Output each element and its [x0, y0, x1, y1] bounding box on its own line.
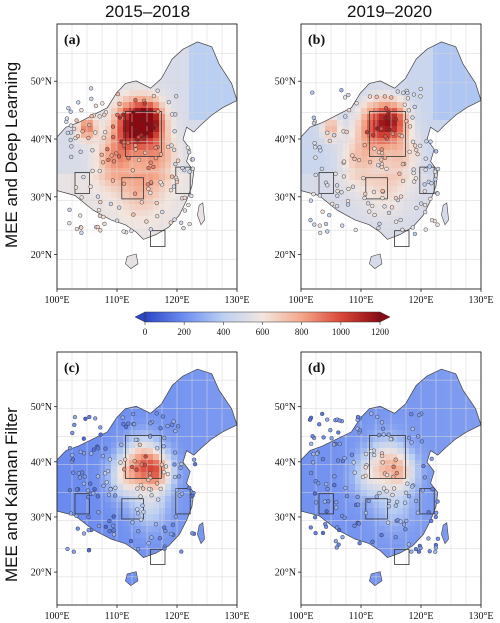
china-border [56, 368, 238, 559]
panel-frame [56, 23, 238, 290]
china-border [56, 41, 238, 240]
region-box [150, 548, 166, 565]
panel-frame [300, 23, 482, 290]
x-tick-label: 100°E [288, 611, 313, 622]
region-box [175, 488, 191, 515]
colorbar-tick-label: 200 [177, 327, 191, 337]
x-tick-label: 130°E [224, 611, 249, 622]
region-box [318, 493, 334, 515]
station-markers [308, 86, 441, 237]
x-tick-label: 110°E [105, 611, 130, 622]
panel-frame [300, 351, 482, 606]
region-box [125, 111, 162, 157]
x-tick-label: 100°E [288, 295, 313, 306]
x-tick-label: 120°E [164, 295, 189, 306]
y-tick-label: 20°N [275, 250, 296, 261]
region-box [121, 498, 144, 520]
china-border [300, 41, 482, 240]
y-tick-label: 30°N [275, 192, 296, 203]
y-tick-label: 50°N [31, 77, 52, 88]
y-tick-label: 20°N [31, 568, 52, 579]
y-tick-label: 40°N [275, 457, 296, 468]
panel-label: (d) [308, 361, 325, 376]
station-markers [307, 411, 441, 554]
colorbar-tick-label: 600 [256, 327, 270, 337]
colorbar-tick-label: 1000 [332, 327, 351, 337]
region-box [121, 177, 144, 200]
colorbar-tick-label: 400 [217, 327, 231, 337]
china-border [300, 368, 482, 559]
x-tick-label: 120°E [164, 611, 189, 622]
y-tick-label: 50°N [275, 402, 296, 413]
region-box [365, 498, 388, 520]
y-tick-label: 30°N [31, 192, 52, 203]
colorbar-tick-label: 0 [143, 327, 148, 337]
region-box [74, 171, 90, 194]
station-markers [64, 86, 196, 235]
map-panel: (b) 100°E 110°E 120°E 130°E 20°N 30°N 40°N 50°N [275, 23, 494, 306]
panel-frame [56, 351, 238, 606]
region-box [74, 493, 90, 515]
x-tick-label: 110°E [105, 295, 130, 306]
panel-label: (b) [308, 33, 325, 48]
region-box [394, 548, 410, 565]
y-tick-label: 50°N [275, 77, 296, 88]
colorbar-tick-label: 800 [295, 327, 309, 337]
x-tick-label: 130°E [468, 611, 493, 622]
station-markers [65, 411, 198, 554]
y-tick-label: 40°N [31, 135, 52, 146]
region-box [419, 488, 435, 515]
x-tick-label: 100°E [44, 295, 69, 306]
y-tick-label: 20°N [275, 568, 296, 579]
x-tick-label: 120°E [408, 295, 433, 306]
x-tick-label: 130°E [468, 295, 493, 306]
colorbar-max-extend [379, 311, 391, 323]
x-tick-label: 120°E [408, 611, 433, 622]
y-tick-label: 30°N [275, 512, 296, 523]
colorbar: 0 200 400 600 800 1000 1200 [134, 311, 391, 337]
y-tick-label: 40°N [31, 457, 52, 468]
column-title-2015-2018: 2015–2018 [105, 2, 191, 21]
panel-label: (c) [64, 361, 80, 376]
column-title-2019-2020: 2019–2020 [347, 2, 433, 21]
y-tick-label: 50°N [31, 402, 52, 413]
y-tick-label: 20°N [31, 250, 52, 261]
y-tick-label: 30°N [31, 512, 52, 523]
region-box [365, 177, 388, 200]
x-tick-label: 110°E [349, 295, 374, 306]
x-tick-label: 110°E [349, 611, 374, 622]
graticule [57, 352, 237, 605]
map-panel: (d) 100°E 110°E 120°E 130°E 20°N 30°N 40°N 50°N [275, 351, 494, 622]
x-tick-label: 130°E [224, 295, 249, 306]
map-panel: (c) 100°E 110°E 120°E 130°E 20°N 30°N 40°N 50°N [31, 351, 250, 622]
region-box [125, 435, 162, 479]
colorbar-gradient [144, 311, 381, 323]
map-panel: (a) 100°E 110°E 120°E 130°E 20°N 30°N 40°N 50°N [31, 23, 250, 306]
region-box [318, 171, 334, 194]
y-tick-label: 40°N [275, 135, 296, 146]
colorbar-min-extend [134, 311, 146, 323]
x-tick-label: 100°E [44, 611, 69, 622]
colorbar-tick-label: 1200 [371, 327, 390, 337]
region-box [150, 230, 166, 247]
panel-label: (a) [64, 33, 81, 48]
